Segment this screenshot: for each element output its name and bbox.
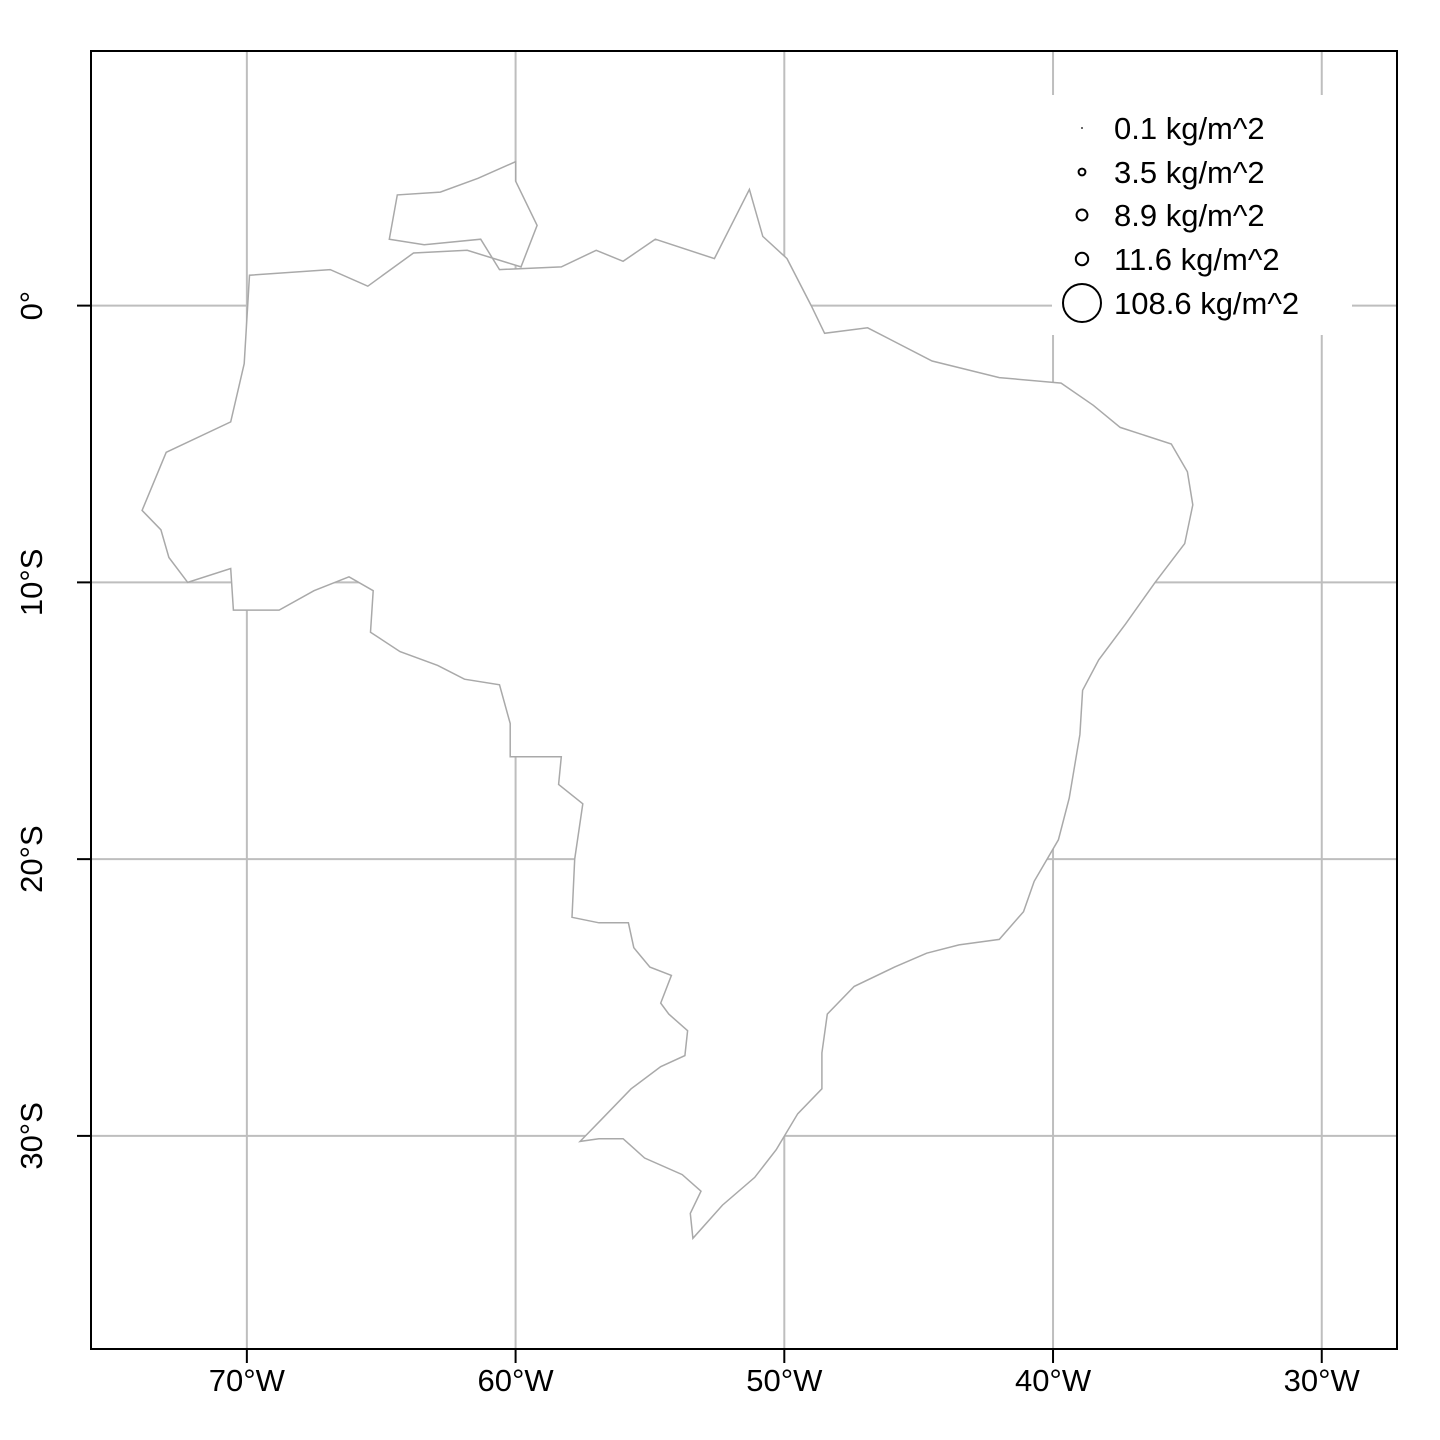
- x-axis: 70°W 60°W 50°W 40°W 30°W: [209, 1349, 1361, 1398]
- y-tick-label: 10°S: [14, 549, 49, 617]
- y-tick-label: 30°S: [14, 1102, 49, 1170]
- brazil-outline: [141, 160, 1194, 1241]
- y-tick-label: 20°S: [14, 825, 49, 893]
- legend-symbol: [1062, 283, 1102, 323]
- legend-symbol: [1081, 127, 1083, 129]
- legend-symbol: [1075, 208, 1089, 222]
- x-tick-label: 70°W: [209, 1363, 286, 1398]
- legend-symbol: [1077, 167, 1087, 177]
- x-tick-label: 50°W: [746, 1363, 823, 1398]
- y-tick-label: 0°: [14, 291, 49, 321]
- x-tick-label: 40°W: [1015, 1363, 1092, 1398]
- y-axis: 0° 10°S 20°S 30°S: [14, 291, 91, 1170]
- legend-label: 8.9 kg/m^2: [1114, 198, 1265, 233]
- legend-label: 11.6 kg/m^2: [1114, 242, 1280, 277]
- legend-label: 3.5 kg/m^2: [1114, 155, 1265, 190]
- x-tick-label: 60°W: [478, 1363, 555, 1398]
- legend-symbol: [1074, 251, 1090, 267]
- legend-background: [1052, 95, 1352, 335]
- legend-label: 0.1 kg/m^2: [1114, 111, 1265, 146]
- brazil-border-polygon: [141, 160, 1194, 1241]
- plot-frame: [90, 50, 1398, 1350]
- legend-label: 108.6 kg/m^2: [1114, 286, 1299, 321]
- legend: 0.1 kg/m^2 3.5 kg/m^2 8.9 kg/m^2 11.6 kg/m^…: [1062, 111, 1299, 323]
- x-tick-label: 30°W: [1284, 1363, 1361, 1398]
